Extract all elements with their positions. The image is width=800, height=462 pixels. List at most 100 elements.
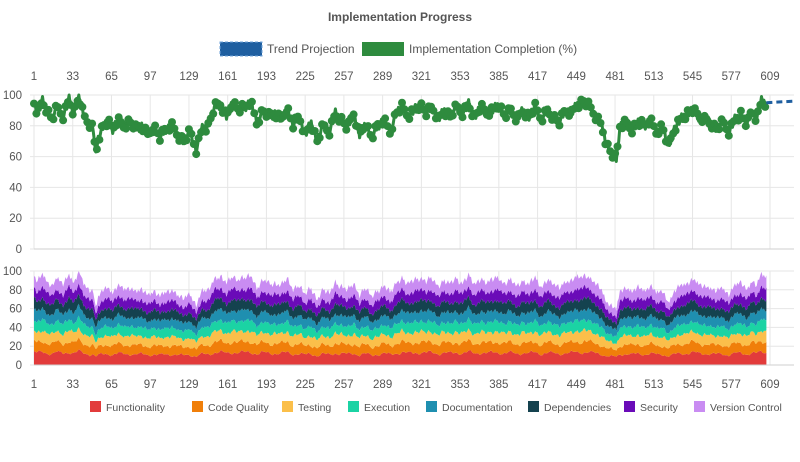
completion-point[interactable]	[671, 126, 680, 135]
completion-point[interactable]	[574, 104, 583, 113]
legend-label-version-control[interactable]: Version Control	[710, 402, 782, 414]
completion-point[interactable]	[56, 109, 65, 118]
completion-point[interactable]	[565, 111, 574, 120]
completion-point[interactable]	[649, 122, 658, 131]
completion-point[interactable]	[417, 99, 426, 108]
completion-point[interactable]	[611, 149, 620, 158]
completion-point[interactable]	[720, 118, 728, 127]
completion-point[interactable]	[342, 125, 351, 134]
completion-point[interactable]	[741, 122, 750, 131]
legend-label-functionality[interactable]: Functionality	[106, 402, 166, 414]
completion-point[interactable]	[189, 140, 198, 148]
completion-point[interactable]	[681, 115, 690, 124]
completion-point[interactable]	[201, 127, 210, 136]
completion-point[interactable]	[250, 109, 259, 118]
completion-point[interactable]	[95, 135, 104, 144]
completion-point[interactable]	[381, 114, 390, 123]
completion-point[interactable]	[168, 118, 176, 127]
legend-label-execution[interactable]: Execution	[364, 402, 410, 414]
completion-point[interactable]	[59, 116, 68, 125]
completion-point[interactable]	[296, 117, 305, 126]
legend-swatch-version-control[interactable]	[694, 401, 705, 412]
completion-point[interactable]	[724, 131, 733, 140]
legend-swatch-security[interactable]	[624, 401, 635, 412]
completion-point[interactable]	[538, 117, 547, 126]
completion-point[interactable]	[603, 139, 612, 148]
completion-point[interactable]	[230, 98, 239, 107]
completion-point[interactable]	[88, 119, 97, 128]
completion-point[interactable]	[284, 104, 293, 113]
completion-point[interactable]	[78, 102, 87, 111]
completion-point[interactable]	[429, 106, 438, 115]
legend-swatch-code-quality[interactable]	[192, 401, 203, 412]
completion-point[interactable]	[32, 109, 41, 118]
completion-point[interactable]	[506, 104, 515, 113]
completion-point[interactable]	[141, 123, 150, 132]
completion-point[interactable]	[531, 98, 540, 107]
legend-label-implementation-completion[interactable]: Implementation Completion (%)	[409, 42, 577, 56]
completion-point[interactable]	[182, 136, 191, 145]
completion-point[interactable]	[753, 107, 762, 116]
completion-point[interactable]	[122, 124, 130, 133]
completion-point[interactable]	[192, 150, 201, 159]
completion-point[interactable]	[502, 114, 511, 123]
legend-swatch-trend-projection[interactable]	[219, 41, 263, 57]
completion-point[interactable]	[337, 112, 346, 121]
completion-point[interactable]	[187, 129, 196, 138]
completion-point[interactable]	[628, 129, 636, 138]
completion-point[interactable]	[448, 111, 457, 120]
completion-point[interactable]	[68, 110, 77, 119]
completion-point[interactable]	[485, 111, 494, 120]
legend-label-testing[interactable]: Testing	[298, 402, 331, 414]
completion-point[interactable]	[255, 118, 264, 127]
completion-point[interactable]	[736, 106, 745, 115]
completion-point[interactable]	[715, 125, 724, 134]
legend-swatch-dependencies[interactable]	[528, 401, 539, 412]
completion-point[interactable]	[761, 102, 770, 111]
completion-point[interactable]	[596, 119, 605, 127]
completion-point[interactable]	[315, 133, 324, 142]
legend-swatch-execution[interactable]	[348, 401, 359, 412]
legend-label-documentation[interactable]: Documentation	[442, 402, 513, 414]
completion-point[interactable]	[422, 112, 431, 121]
completion-point[interactable]	[54, 103, 63, 112]
completion-point[interactable]	[170, 124, 179, 133]
completion-point[interactable]	[555, 121, 564, 130]
completion-point[interactable]	[586, 103, 595, 112]
completion-point[interactable]	[155, 136, 164, 145]
completion-point[interactable]	[405, 115, 414, 123]
completion-point[interactable]	[647, 114, 656, 123]
completion-point[interactable]	[398, 98, 406, 107]
completion-point[interactable]	[349, 110, 358, 119]
completion-point[interactable]	[659, 126, 668, 135]
completion-point[interactable]	[598, 128, 607, 137]
legend-swatch-documentation[interactable]	[426, 401, 437, 412]
completion-point[interactable]	[310, 127, 319, 135]
completion-point[interactable]	[235, 108, 244, 117]
completion-point[interactable]	[594, 112, 603, 121]
completion-point[interactable]	[216, 101, 225, 110]
legend-label-trend-projection[interactable]: Trend Projection	[267, 42, 355, 56]
completion-point[interactable]	[364, 122, 373, 131]
completion-point[interactable]	[247, 97, 256, 106]
legend-label-code-quality[interactable]: Code Quality	[208, 402, 269, 414]
completion-point[interactable]	[497, 102, 506, 111]
legend-swatch-implementation-completion[interactable]	[362, 42, 404, 56]
completion-point[interactable]	[325, 131, 334, 140]
completion-point[interactable]	[751, 117, 760, 125]
completion-point[interactable]	[722, 125, 731, 134]
completion-point[interactable]	[511, 117, 520, 126]
legend-swatch-functionality[interactable]	[90, 401, 101, 412]
completion-point[interactable]	[44, 105, 53, 114]
completion-point[interactable]	[209, 109, 218, 118]
completion-point[interactable]	[388, 125, 397, 134]
completion-point[interactable]	[458, 113, 467, 122]
completion-point[interactable]	[533, 106, 542, 115]
completion-point[interactable]	[368, 134, 377, 143]
legend-label-security[interactable]: Security	[640, 402, 679, 414]
completion-point[interactable]	[613, 142, 622, 151]
completion-point[interactable]	[400, 105, 409, 114]
completion-point[interactable]	[618, 124, 627, 133]
completion-point[interactable]	[92, 145, 101, 154]
completion-point[interactable]	[49, 115, 58, 124]
